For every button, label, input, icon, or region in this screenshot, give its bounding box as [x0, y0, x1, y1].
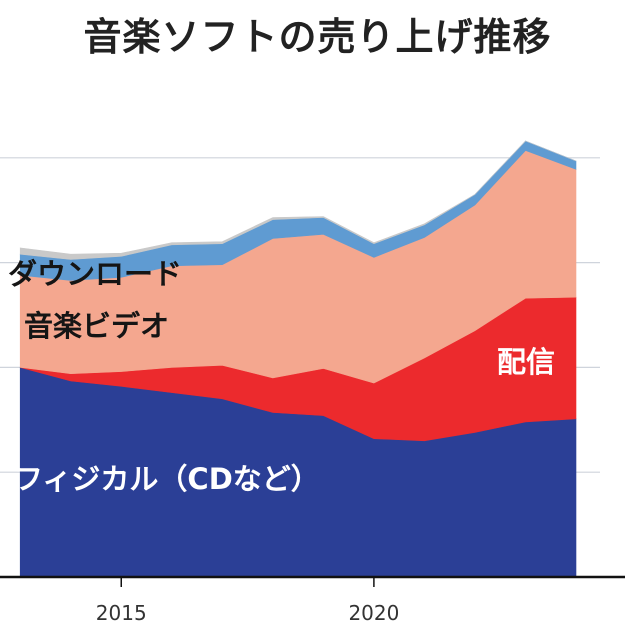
- area-other: [19, 140, 577, 260]
- x-tick-label: 2020: [348, 601, 399, 625]
- series-label-streaming: 配信: [497, 345, 555, 379]
- area-series: [19, 140, 577, 578]
- series-label-physical: フィジカル（CDなど）: [14, 462, 320, 496]
- x-axis: 2015 2020: [0, 575, 625, 625]
- series-label-download: ダウンロード: [8, 257, 182, 291]
- chart-title: 音楽ソフトの売り上げ推移: [83, 15, 552, 59]
- x-tick-label: 2015: [96, 601, 147, 625]
- series-labels: ダウンロード 音楽ビデオ 配信 フィジカル（CDなど）: [8, 257, 555, 496]
- series-label-video: 音楽ビデオ: [24, 309, 169, 343]
